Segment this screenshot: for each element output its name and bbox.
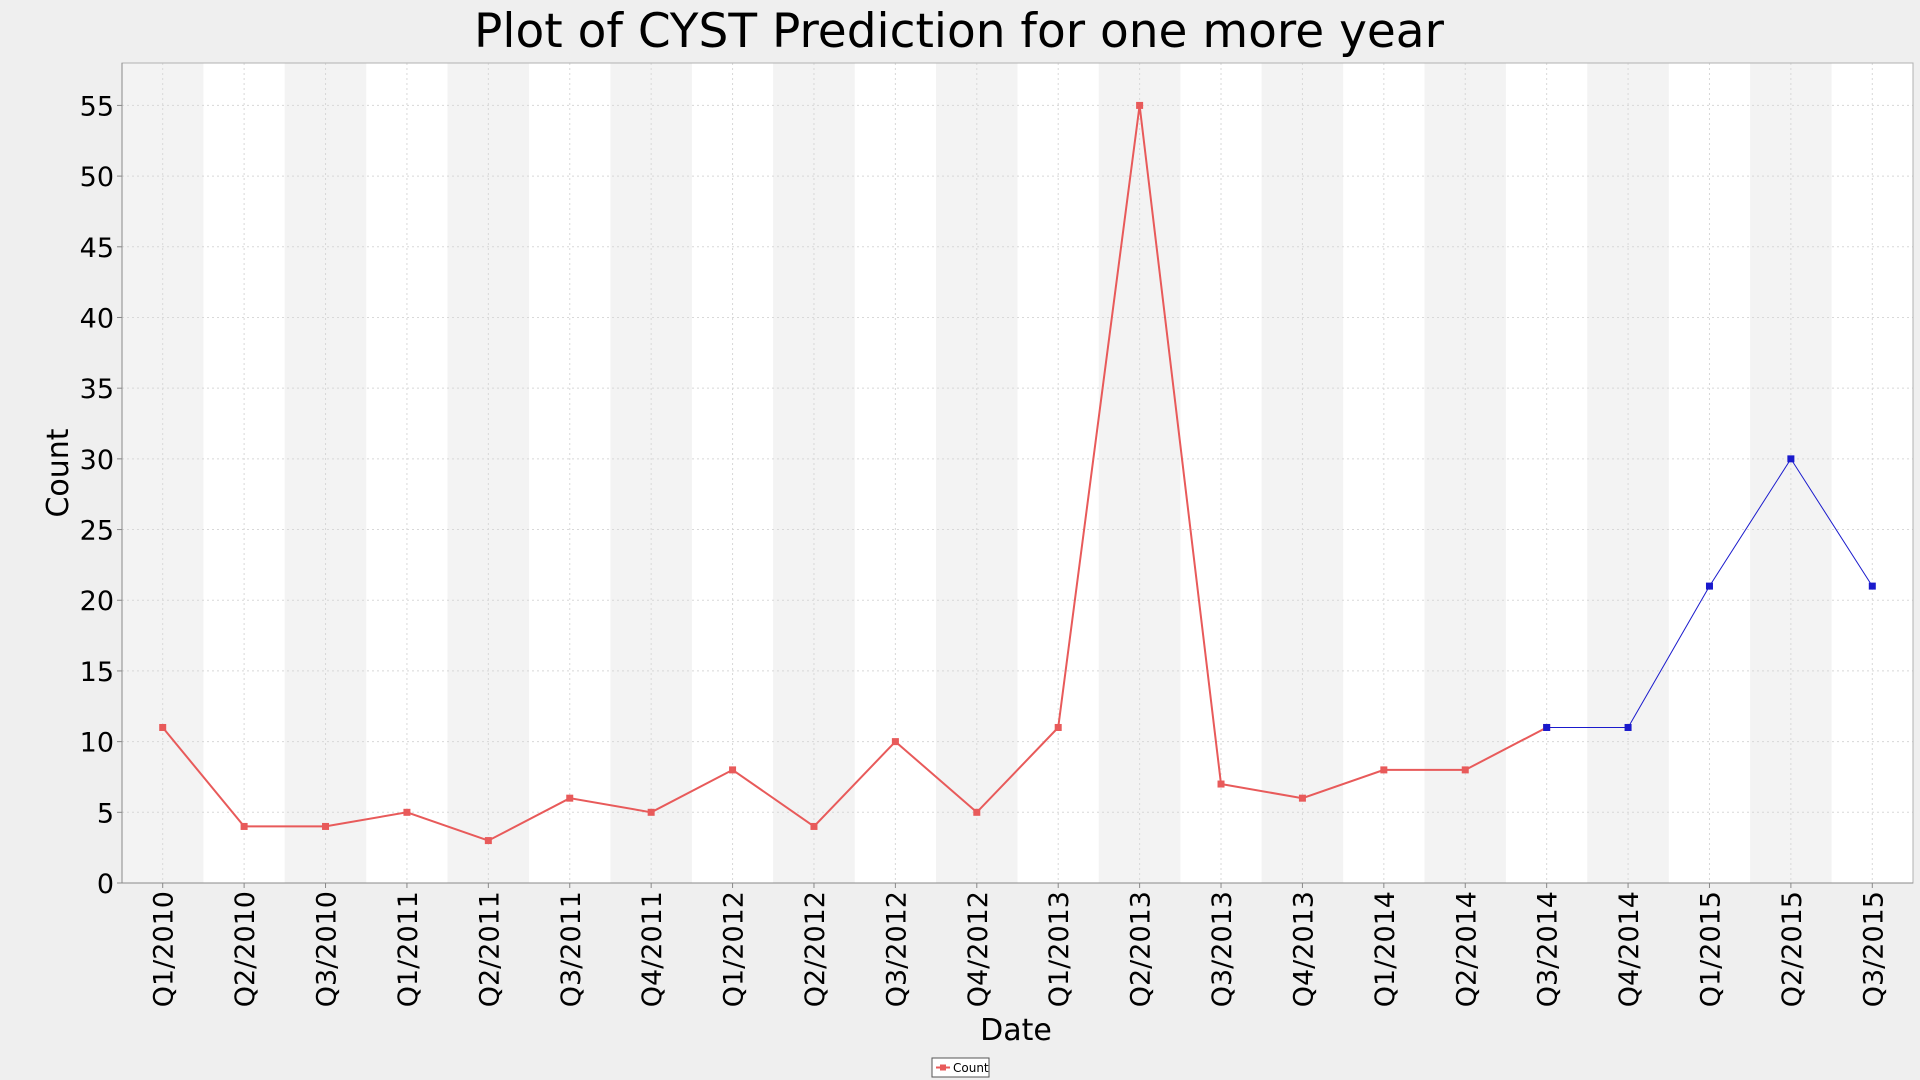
data-point [240, 822, 248, 830]
y-tick-label: 20 [80, 586, 114, 617]
data-point [403, 808, 411, 816]
y-tick-label: 0 [97, 869, 114, 900]
y-axis-title: Count [41, 428, 76, 517]
x-tick-label: Q1/2011 [393, 891, 424, 1007]
x-tick-label: Q1/2010 [149, 891, 180, 1007]
data-point [810, 822, 818, 830]
legend-box [931, 1057, 990, 1078]
data-point [729, 766, 737, 774]
data-point [566, 794, 574, 802]
data-point [159, 723, 167, 731]
x-tick-label: Q1/2012 [719, 891, 750, 1007]
legend: Count [931, 1057, 990, 1078]
x-tick-label: Q3/2015 [1858, 891, 1889, 1007]
x-tick-label: Q1/2015 [1695, 891, 1726, 1007]
y-tick-label: 35 [80, 374, 114, 405]
data-point [1380, 766, 1388, 774]
series-1 [1543, 455, 1876, 731]
data-point [1136, 101, 1144, 109]
series-line [161, 105, 1548, 842]
data-point [1787, 455, 1795, 463]
x-axis-title: Date [980, 1013, 1052, 1048]
legend-marker-count [940, 1064, 946, 1071]
x-tick-label: Q3/2013 [1207, 891, 1238, 1007]
x-tick-label: Q2/2012 [800, 891, 831, 1007]
x-tick-label: Q2/2015 [1777, 891, 1808, 1007]
data-point [1217, 780, 1225, 788]
y-axis: 0 5 10 15 20 25 30 35 40 45 50 55 [80, 63, 123, 900]
data-point [1868, 582, 1876, 590]
plot-grid [122, 63, 1913, 883]
data-point [973, 808, 981, 816]
y-tick-label: 50 [80, 162, 114, 193]
x-tick-label: Q3/2014 [1533, 891, 1564, 1007]
legend-label-count: Count [953, 1061, 989, 1075]
series-0 [159, 101, 1551, 845]
data-point [1298, 794, 1306, 802]
chart-title: Plot of CYST Prediction for one more yea… [474, 4, 1445, 59]
y-tick-label: 30 [80, 445, 114, 476]
data-point [1705, 582, 1713, 590]
data-point [1461, 766, 1469, 774]
data-point [1624, 723, 1632, 731]
x-tick-label: Q2/2010 [230, 891, 261, 1007]
series-layer [159, 101, 1876, 845]
data-point [647, 808, 655, 816]
x-tick-label: Q4/2011 [637, 891, 668, 1007]
data-point [891, 738, 899, 746]
plot-bands [122, 63, 1913, 883]
y-tick-label: 5 [97, 798, 114, 829]
x-tick-label: Q1/2013 [1044, 891, 1075, 1007]
x-tick-label: Q3/2011 [556, 891, 587, 1007]
y-tick-label: 10 [80, 728, 114, 759]
y-tick-label: 15 [80, 657, 114, 688]
x-tick-label: Q1/2014 [1370, 891, 1401, 1007]
data-point [1543, 723, 1551, 731]
x-tick-label: Q2/2014 [1451, 891, 1482, 1007]
x-tick-label: Q4/2013 [1288, 891, 1319, 1007]
x-tick-label: Q3/2012 [881, 891, 912, 1007]
y-tick-label: 40 [80, 303, 114, 334]
x-axis: Q1/2010 Q2/2010 Q3/2010 Q1/2011 Q2/2011 Q3/20… [122, 882, 1913, 1007]
y-tick-label: 45 [80, 233, 114, 264]
data-point [1054, 723, 1062, 731]
x-tick-label: Q2/2011 [474, 891, 505, 1007]
x-tick-label: Q3/2010 [312, 891, 343, 1007]
y-tick-label: 25 [80, 516, 114, 547]
x-tick-label: Q4/2012 [963, 891, 994, 1007]
data-point [322, 822, 330, 830]
x-tick-label: Q4/2014 [1614, 891, 1645, 1007]
y-tick-label: 55 [80, 91, 114, 122]
data-point [484, 837, 492, 845]
x-tick-label: Q2/2013 [1126, 891, 1157, 1007]
